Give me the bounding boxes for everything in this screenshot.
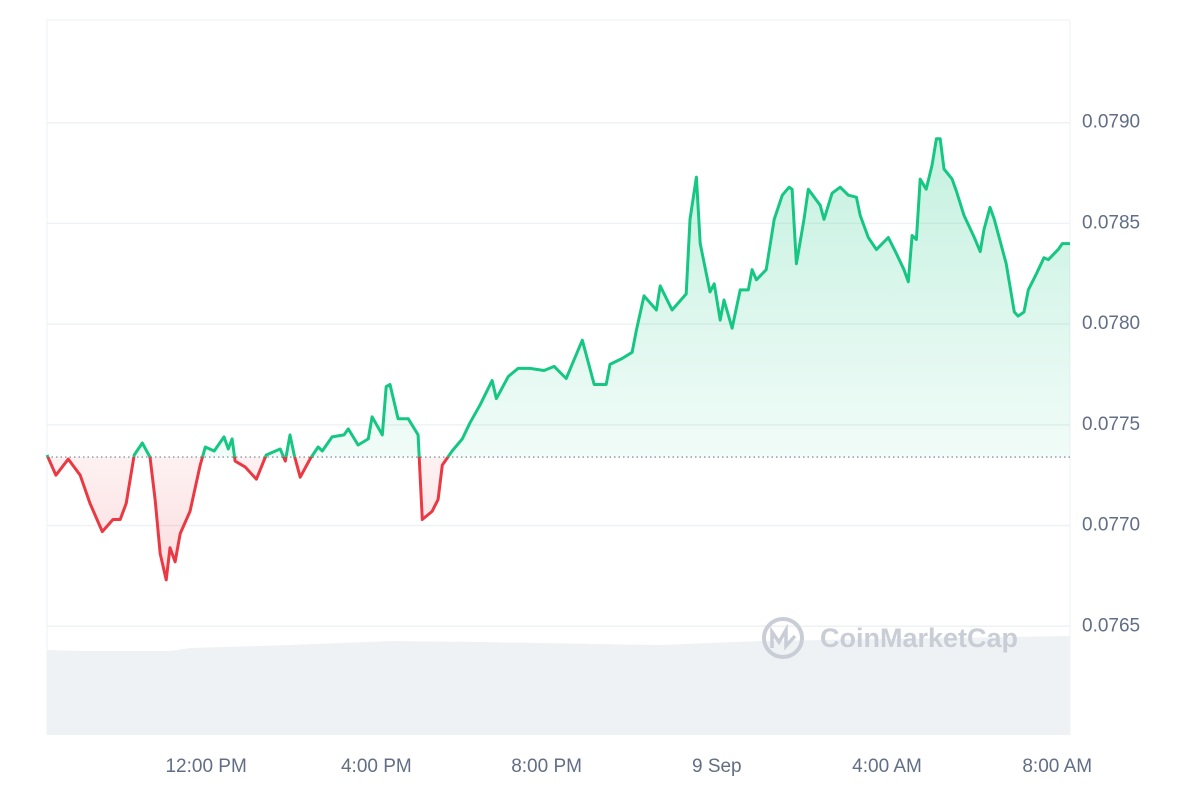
watermark-logo — [770, 623, 797, 651]
y-tick-label: 0.0765 — [1082, 615, 1140, 636]
watermark-text: CoinMarketCap — [820, 623, 1018, 653]
x-tick-label: 12:00 PM — [165, 756, 246, 777]
x-tick-label: 8:00 AM — [1022, 756, 1092, 777]
x-tick-label: 8:00 PM — [511, 756, 582, 777]
x-tick-label: 4:00 AM — [852, 756, 922, 777]
y-tick-label: 0.0785 — [1082, 212, 1140, 233]
x-tick-label: 9 Sep — [692, 756, 742, 777]
y-tick-label: 0.0790 — [1082, 112, 1140, 133]
volume-band — [47, 636, 1070, 735]
watermark-logo — [762, 617, 804, 659]
y-tick-label: 0.0780 — [1082, 313, 1140, 334]
y-tick-label: 0.0770 — [1082, 515, 1140, 536]
x-tick-label: 4:00 PM — [341, 756, 412, 777]
watermark: CoinMarketCap — [762, 617, 1018, 659]
y-tick-label: 0.0775 — [1082, 414, 1140, 435]
price-line — [45, 137, 1070, 582]
